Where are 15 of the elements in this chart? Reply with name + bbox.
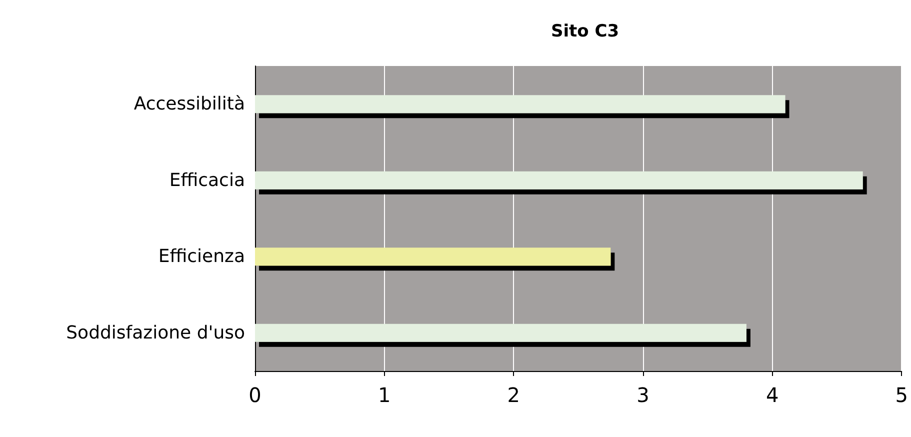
bar [255, 171, 863, 190]
x-tick-label: 5 [895, 383, 908, 407]
x-tick-label: 4 [766, 383, 779, 407]
bar [255, 248, 611, 266]
bar [255, 324, 746, 342]
chart-title: Sito C3 [550, 22, 620, 42]
x-tick-label: 3 [636, 383, 650, 407]
y-tick-label: Efficienza [158, 246, 245, 268]
x-tick-label: 1 [378, 383, 391, 407]
bar [255, 95, 786, 114]
y-tick-label: Accessibilità [134, 94, 245, 115]
y-tick-label: Efficacia [169, 170, 245, 191]
x-tick-label: 2 [507, 383, 520, 407]
x-tick-label: 0 [248, 383, 262, 407]
y-tick-label: Soddisfazione d'uso [66, 322, 245, 344]
